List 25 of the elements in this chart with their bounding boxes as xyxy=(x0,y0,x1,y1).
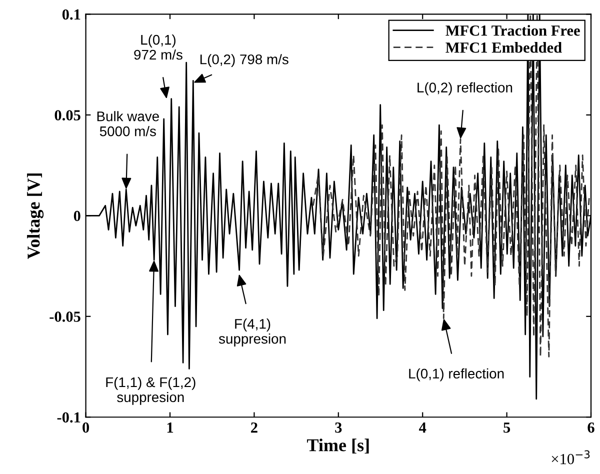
annotation: Bulk wave 5000 m/s xyxy=(97,111,159,136)
annotation: L(0,1) reflection xyxy=(409,368,504,382)
x-tick-label: 6 xyxy=(588,422,594,433)
x-tick-label: 1 xyxy=(167,422,174,433)
y-tick-label: -0.05 xyxy=(50,312,80,322)
y-tick-label: 0.1 xyxy=(62,9,80,20)
line-series xyxy=(312,14,590,358)
x-tick-label: 4 xyxy=(418,422,426,433)
text: ×10$^{−3}$ xyxy=(552,450,590,464)
annotation: L(0,2) reflection xyxy=(418,82,512,96)
y-tick-label: 0.05 xyxy=(54,110,80,120)
annotation: F(1,1) & F(1,2) suppresion xyxy=(106,376,196,405)
annotation: F(4,1) suppresion xyxy=(218,318,286,346)
y-tick-label: 0 xyxy=(74,210,80,222)
y-tick-label: -0.1 xyxy=(57,412,80,423)
legend-label: MFC1 Embedded xyxy=(446,42,562,53)
x-tick-label: 3 xyxy=(335,422,342,433)
x-tick-label: 5 xyxy=(504,422,510,433)
y-axis-title: Voltage [V] xyxy=(27,173,44,260)
legend-label: MFC1 Traction Free xyxy=(446,25,580,36)
x-axis-title: Time [s] xyxy=(307,438,369,454)
x-tick-label: 0 xyxy=(82,422,90,433)
x-tick-label: 2 xyxy=(251,422,258,433)
annotation: L(0,1) 972 m/s xyxy=(134,34,182,60)
annotation: L(0,2) 798 m/s xyxy=(200,54,288,68)
